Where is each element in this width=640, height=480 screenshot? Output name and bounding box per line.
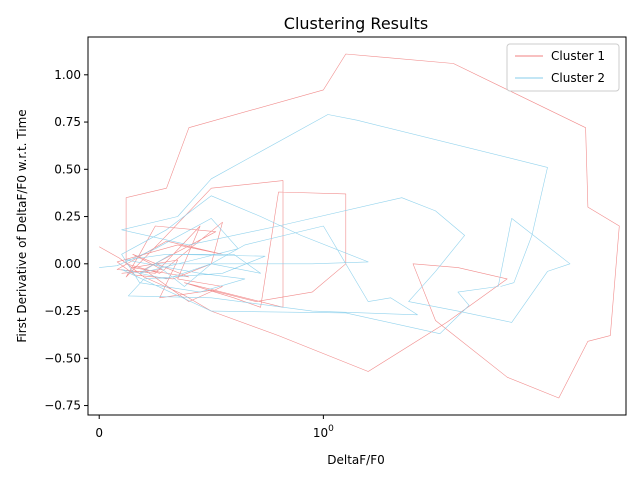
y-tick-label: 0.25 (54, 210, 81, 224)
y-axis-label: First Derivative of DeltaF/F0 w.r.t. Tim… (15, 109, 29, 342)
legend-label-cluster-1: Cluster 1 (551, 49, 605, 63)
plot-frame (87, 36, 627, 416)
y-tick-label: 0.00 (54, 257, 81, 271)
legend-label-cluster-2: Cluster 2 (551, 71, 605, 85)
y-tick-label: 0.50 (54, 162, 81, 176)
x-axis-label: DeltaF/F0 (327, 453, 385, 467)
x-tick-label: 100 (313, 424, 334, 440)
legend: Cluster 1 Cluster 2 (506, 43, 620, 92)
x-tick-label: 0 (95, 426, 103, 440)
y-tick-label: −0.75 (44, 399, 81, 413)
series-line-cluster-2 (99, 114, 571, 335)
y-tick-label: 1.00 (54, 68, 81, 82)
y-tick-label: −0.50 (44, 351, 81, 365)
y-tick-label: 0.75 (54, 115, 81, 129)
chart-title: Clustering Results (284, 14, 428, 33)
x-axis-ticks: 0 100 (95, 415, 334, 440)
y-tick-label: −0.25 (44, 304, 81, 318)
y-axis-ticks: −0.75 −0.50 −0.25 0.00 0.25 0.50 0.75 1.00 (44, 68, 88, 413)
series-layer (99, 53, 620, 399)
series-line-cluster-1 (99, 53, 620, 399)
